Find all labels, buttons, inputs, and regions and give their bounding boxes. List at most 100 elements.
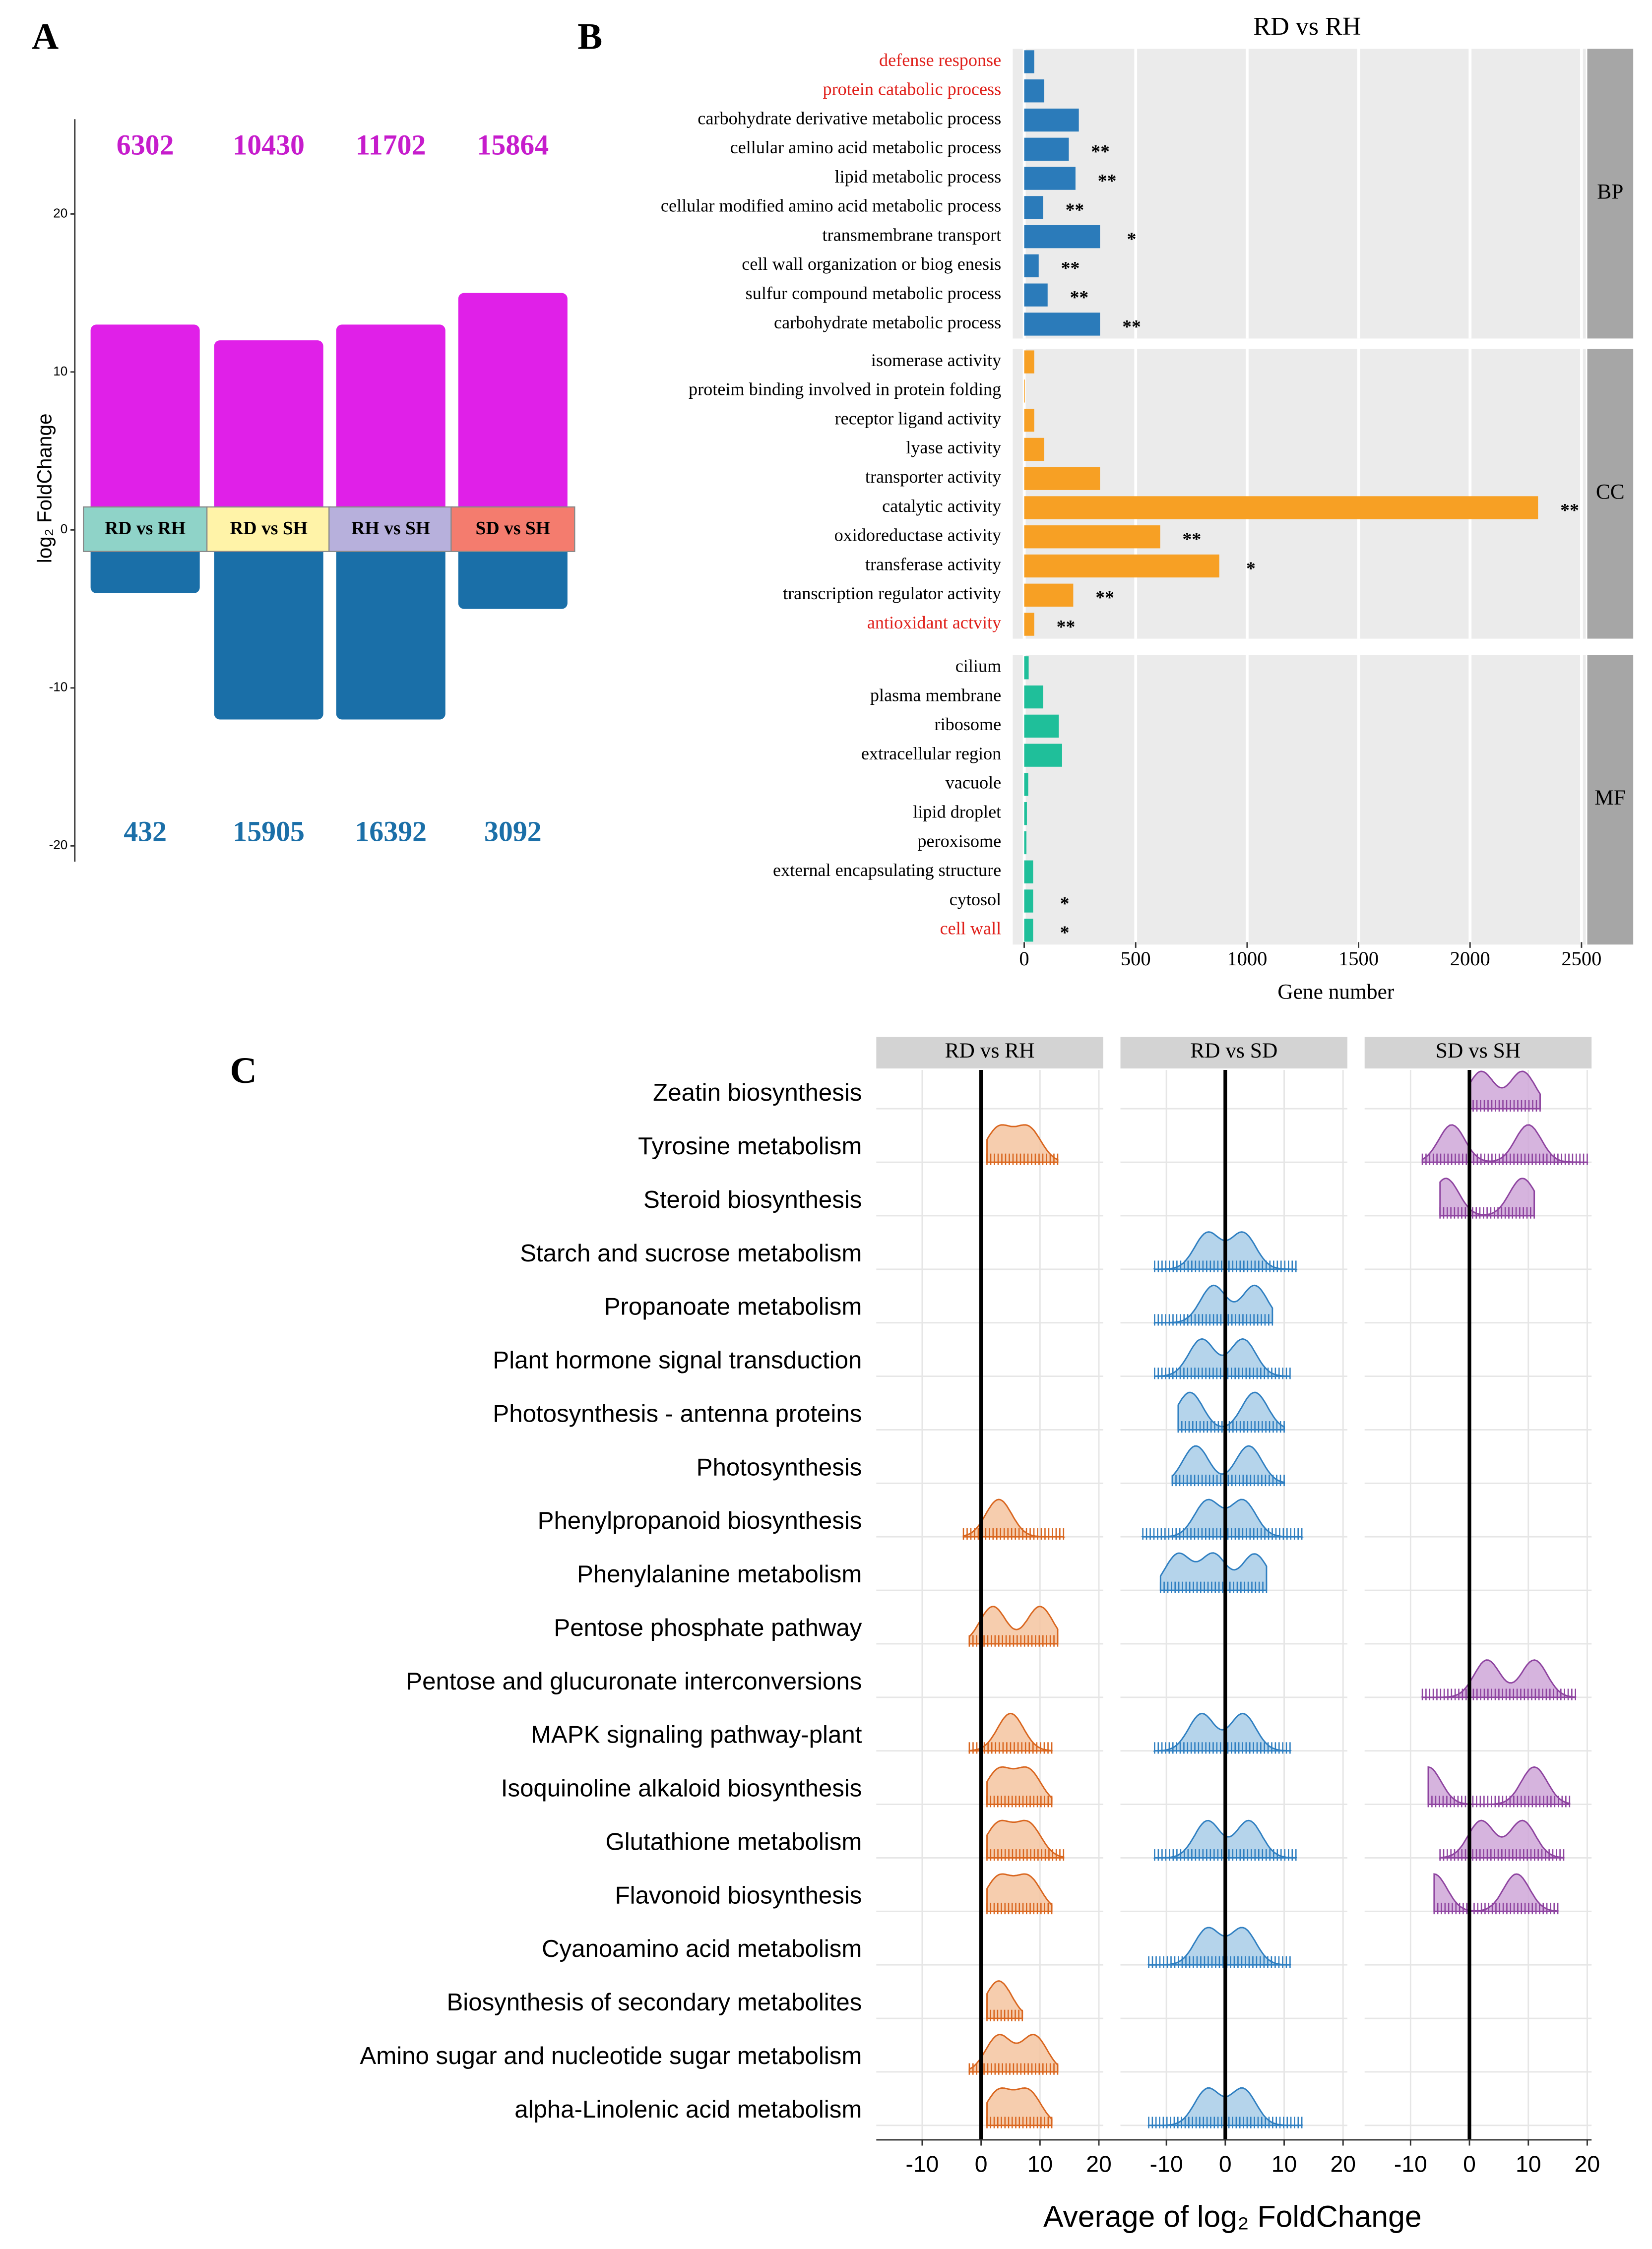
x-tick-label: 0 <box>1463 2151 1476 2177</box>
chart-title: RD vs RH <box>1253 12 1361 41</box>
category-label: extracellular region <box>861 744 1001 763</box>
bar <box>1024 685 1043 709</box>
category-label: plasma membrane <box>870 685 1001 705</box>
panel-label: A <box>32 16 59 57</box>
category-label: transmembrane transport <box>822 225 1001 245</box>
pathway-label: Photosynthesis <box>697 1453 862 1481</box>
category-label: lipid metabolic process <box>835 167 1002 187</box>
facet-label: RD vs SD <box>1190 1039 1277 1062</box>
category-label: receptor ligand activity <box>835 408 1002 428</box>
pathway-label: Zeatin biosynthesis <box>653 1079 862 1106</box>
facet-strip <box>1587 349 1634 639</box>
category-label: vacuole <box>946 773 1002 793</box>
significance: ** <box>1066 200 1084 221</box>
bar <box>1024 860 1033 883</box>
facet-panel <box>1013 49 1586 339</box>
x-tick-label: -10 <box>1394 2151 1427 2177</box>
x-axis-label: Average of log₂ FoldChange <box>1043 2199 1422 2233</box>
x-tick-label: 20 <box>1086 2151 1112 2177</box>
x-tick-label: 500 <box>1121 947 1151 970</box>
bar <box>1024 437 1044 461</box>
bar <box>1024 467 1100 490</box>
pathway-label: Cyanoamino acid metabolism <box>542 1935 862 1962</box>
category-label: transcription regulator activity <box>783 583 1001 603</box>
x-tick-label: -10 <box>905 2151 939 2177</box>
down-count: 432 <box>124 815 167 847</box>
pathway-label: Flavonoid biosynthesis <box>615 1881 862 1909</box>
density-ridge <box>968 2034 1059 2073</box>
bar <box>1024 167 1076 190</box>
density-ridge <box>1439 1178 1535 1217</box>
bar <box>1024 408 1034 432</box>
y-tick-label: 0 <box>61 521 67 536</box>
facet-label: BP <box>1597 180 1623 203</box>
category-label: ribosome <box>935 714 1002 734</box>
significance: ** <box>1122 316 1141 337</box>
comparison-box <box>82 506 208 552</box>
pathway-label: Starch and sucrose metabolism <box>520 1240 862 1267</box>
category-label: transferase activity <box>865 554 1001 574</box>
bar <box>1024 525 1160 549</box>
pathway-label: Pentose and glucuronate interconversions <box>406 1668 862 1695</box>
up-cloud <box>336 324 445 530</box>
comparison-label: RH vs SH <box>351 518 430 539</box>
comparison-box <box>206 506 331 552</box>
up-cloud <box>90 324 200 530</box>
up-count: 11702 <box>356 128 426 161</box>
density-ridge <box>1159 1552 1268 1591</box>
x-tick-label: 10 <box>1516 2151 1541 2177</box>
category-label: defense response <box>879 50 1001 70</box>
bar <box>1024 744 1062 767</box>
pathway-label: Amino sugar and nucleotide sugar metabol… <box>360 2042 862 2069</box>
down-cloud <box>336 530 445 720</box>
category-label: sulfur compound metabolic process <box>746 283 1002 303</box>
x-tick-label: 1000 <box>1227 947 1267 970</box>
category-label: lipid droplet <box>913 802 1001 821</box>
category-label: lyase activity <box>906 437 1001 457</box>
bar <box>1024 79 1044 103</box>
x-tick-label: 2000 <box>1450 947 1490 970</box>
facet-strip <box>1364 1037 1592 1069</box>
down-count: 15905 <box>233 815 305 847</box>
significance: ** <box>1098 171 1117 191</box>
up-count: 10430 <box>233 128 305 161</box>
significance: ** <box>1070 287 1089 308</box>
pathway-label: Photosynthesis - antenna proteins <box>493 1400 862 1427</box>
y-tick-label: 10 <box>53 364 67 378</box>
bar <box>1024 802 1027 825</box>
bar <box>1024 225 1100 249</box>
comparison-label: RD vs RH <box>105 518 186 539</box>
x-tick-label: 2500 <box>1561 947 1601 970</box>
x-tick-label: 20 <box>1575 2151 1600 2177</box>
category-label: cytosol <box>950 889 1002 909</box>
pathway-label: Propanoate metabolism <box>604 1293 862 1320</box>
bar <box>1024 350 1034 374</box>
significance: * <box>1060 893 1070 914</box>
category-label: cilium <box>955 656 1001 676</box>
facet-strip <box>1587 655 1634 945</box>
bar <box>1024 714 1059 738</box>
pathway-label: MAPK signaling pathway-plant <box>531 1721 862 1749</box>
category-label: carbohydrate derivative metabolic proces… <box>698 108 1001 128</box>
density-ridge <box>1468 1070 1541 1110</box>
x-tick-label: -10 <box>1150 2151 1183 2177</box>
x-tick-label: 0 <box>975 2151 988 2177</box>
facet-label: SD vs SH <box>1436 1039 1521 1062</box>
pathway-label: Phenylalanine metabolism <box>577 1561 862 1588</box>
pathway-label: Tyrosine metabolism <box>638 1132 862 1160</box>
x-tick-label: 0 <box>1219 2151 1232 2177</box>
significance: ** <box>1560 500 1579 521</box>
significance: ** <box>1091 141 1110 162</box>
density-ridge <box>1421 1124 1588 1163</box>
up-cloud <box>214 340 323 530</box>
significance: ** <box>1057 617 1076 637</box>
density-ridge <box>986 1980 1023 2019</box>
bar <box>1024 312 1100 336</box>
density-ridge <box>1433 1873 1559 1912</box>
facet-panel <box>1120 1069 1347 2140</box>
down-cloud <box>214 530 323 720</box>
up-count: 15864 <box>477 128 549 161</box>
pathway-label: Steroid biosynthesis <box>643 1186 862 1213</box>
